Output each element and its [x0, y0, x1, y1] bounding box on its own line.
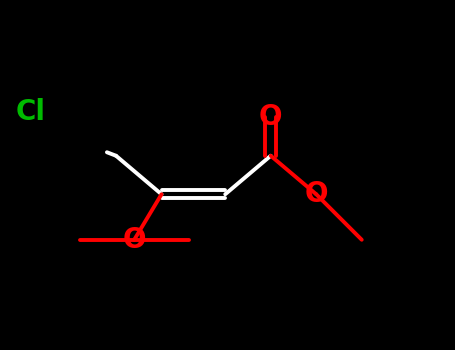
Text: O: O — [304, 180, 328, 208]
Text: O: O — [122, 226, 146, 254]
Text: O: O — [259, 103, 283, 131]
Text: Cl: Cl — [15, 98, 46, 126]
